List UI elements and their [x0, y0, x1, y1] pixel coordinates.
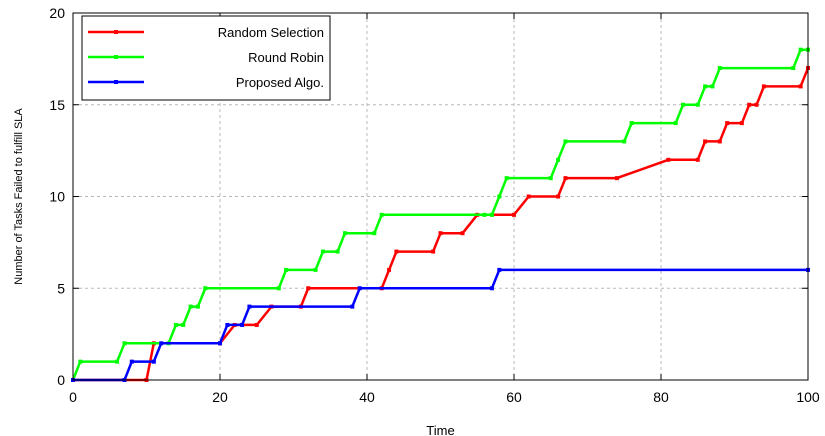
data-point: [151, 359, 156, 364]
y-tick-label: 5: [57, 280, 65, 296]
data-point: [115, 359, 120, 364]
data-point: [181, 322, 186, 327]
data-point: [173, 322, 178, 327]
data-point: [556, 157, 561, 162]
data-point: [526, 194, 531, 199]
data-point: [717, 139, 722, 144]
data-point: [703, 139, 708, 144]
data-point: [306, 286, 311, 291]
data-point: [754, 102, 759, 107]
data-point: [276, 286, 281, 291]
x-tick-label: 60: [506, 389, 522, 405]
data-point: [622, 139, 627, 144]
y-axis-label: Number of Tasks Failed to fulfill SLA: [13, 108, 25, 285]
data-point: [438, 231, 443, 236]
x-tick-label: 100: [796, 389, 820, 405]
data-point: [350, 304, 355, 309]
y-tick-label: 15: [49, 97, 65, 113]
data-point: [225, 322, 230, 327]
data-point: [159, 341, 164, 346]
data-point: [188, 304, 193, 309]
data-point: [710, 84, 715, 89]
data-point: [673, 121, 678, 126]
data-point: [614, 176, 619, 181]
data-point: [284, 267, 289, 272]
data-point: [482, 212, 487, 217]
data-point: [666, 157, 671, 162]
data-point: [387, 267, 392, 272]
data-point: [717, 66, 722, 71]
data-point: [247, 304, 252, 309]
data-point: [497, 267, 502, 272]
data-point: [320, 249, 325, 254]
series-line-proposed-algo: [73, 268, 808, 382]
data-point: [203, 286, 208, 291]
x-tick-label: 40: [359, 389, 375, 405]
data-point: [313, 267, 318, 272]
data-point: [563, 139, 568, 144]
data-point: [791, 66, 796, 71]
legend-marker-proposed-algo: [114, 80, 118, 84]
data-point: [394, 249, 399, 254]
legend-label-proposed-algo: Proposed Algo.: [236, 75, 324, 90]
data-point: [725, 121, 730, 126]
data-point: [254, 322, 259, 327]
data-point: [798, 84, 803, 89]
data-point: [563, 176, 568, 181]
data-point: [739, 121, 744, 126]
x-tick-label: 80: [653, 389, 669, 405]
data-point: [195, 304, 200, 309]
data-point: [703, 84, 708, 89]
series-line-random-selection: [73, 67, 810, 382]
data-point: [761, 84, 766, 89]
data-point: [512, 212, 516, 217]
data-point: [695, 102, 700, 107]
data-point: [695, 157, 700, 162]
data-point: [489, 212, 494, 217]
x-tick-label: 20: [212, 389, 228, 405]
legend-label-random-selection: Random Selection: [218, 25, 324, 40]
x-axis-label: Time: [426, 423, 454, 436]
data-point: [218, 341, 222, 346]
data-point: [372, 231, 377, 236]
data-point: [798, 47, 803, 52]
y-tick-label: 0: [57, 372, 65, 388]
data-point: [335, 249, 340, 254]
data-point: [497, 194, 502, 199]
data-point: [548, 176, 553, 181]
plot-frame: [72, 12, 809, 381]
data-point: [489, 286, 494, 291]
data-point: [357, 286, 362, 291]
data-point: [431, 249, 436, 254]
data-point: [556, 194, 561, 199]
data-point: [379, 212, 384, 217]
legend-label-round-robin: Round Robin: [248, 50, 324, 65]
data-point: [504, 176, 509, 181]
data-point: [78, 359, 83, 364]
data-point: [122, 341, 127, 346]
data-point: [129, 359, 134, 364]
y-tick-label: 10: [49, 189, 65, 205]
data-point: [240, 322, 245, 327]
legend-marker-random-selection: [114, 30, 118, 34]
data-point: [629, 121, 634, 126]
data-point: [460, 231, 465, 236]
x-tick-label: 0: [69, 389, 77, 405]
data-point: [747, 102, 752, 107]
data-point: [342, 231, 347, 236]
data-point: [681, 102, 686, 107]
y-tick-label: 20: [49, 5, 65, 21]
legend-marker-round-robin: [114, 55, 118, 59]
